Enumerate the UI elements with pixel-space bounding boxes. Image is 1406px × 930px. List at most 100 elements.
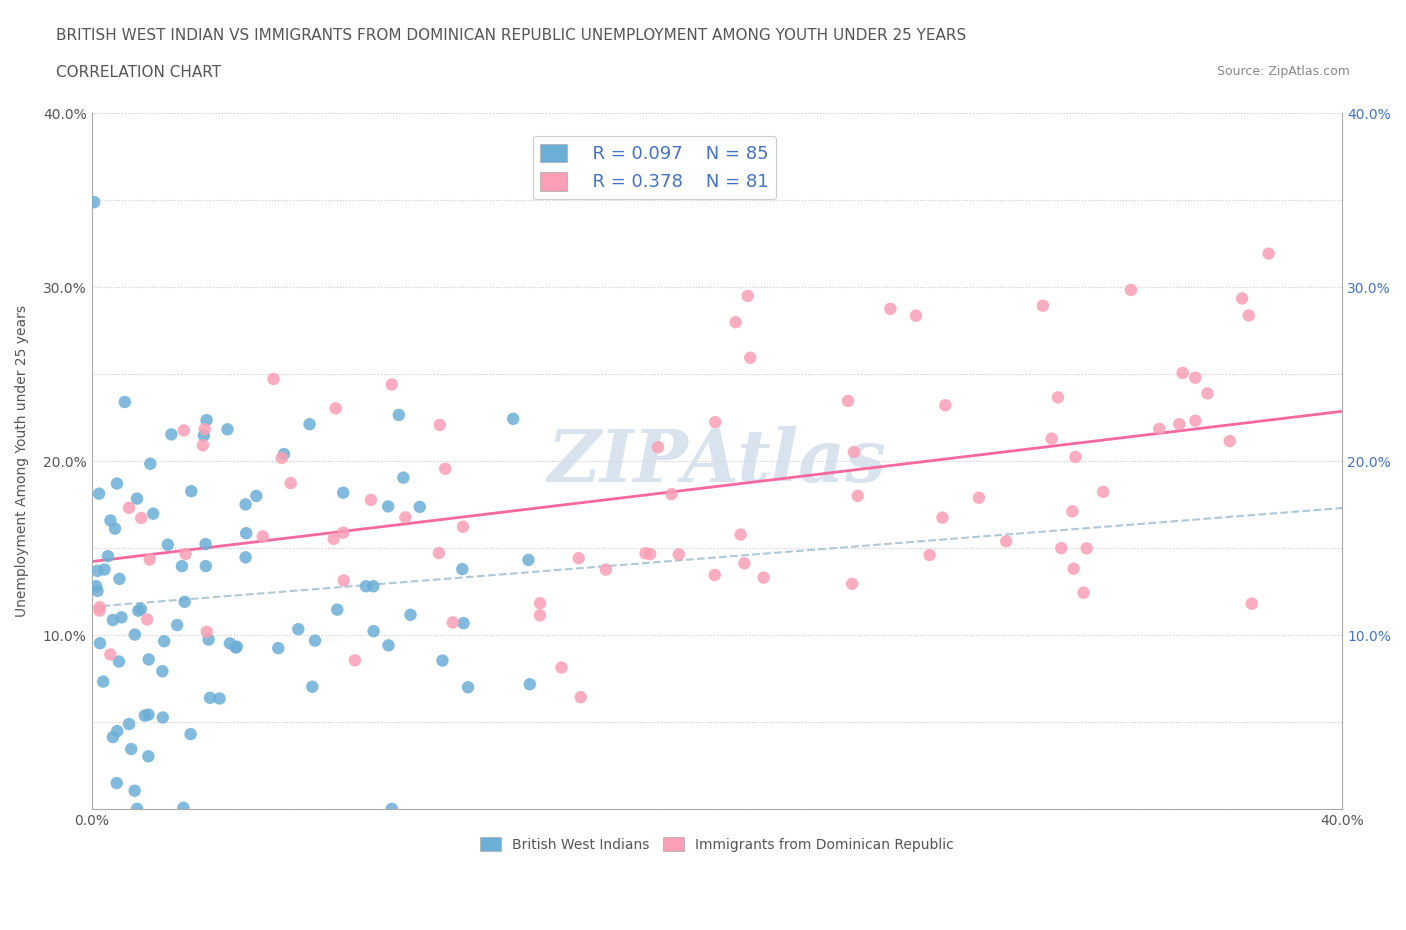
Point <box>208 691 231 706</box>
Point <box>429 418 451 432</box>
Point <box>89 603 111 618</box>
Point <box>740 351 762 365</box>
Point <box>138 552 160 567</box>
Point <box>1076 541 1098 556</box>
Point <box>1184 370 1206 385</box>
Point <box>166 618 188 632</box>
Point <box>434 461 457 476</box>
Legend: British West Indians, Immigrants from Dominican Republic: British West Indians, Immigrants from Do… <box>474 831 959 857</box>
Point <box>194 559 217 574</box>
Point <box>273 446 295 461</box>
Point <box>1184 413 1206 428</box>
Point <box>134 708 156 723</box>
Point <box>354 578 377 593</box>
Point <box>173 423 195 438</box>
Point <box>1032 299 1054 313</box>
Point <box>105 724 128 738</box>
Point <box>918 548 941 563</box>
Point <box>837 393 859 408</box>
Point <box>360 493 382 508</box>
Point <box>105 476 128 491</box>
Point <box>118 500 141 515</box>
Point <box>568 551 591 565</box>
Point <box>217 422 239 437</box>
Point <box>105 776 128 790</box>
Point <box>326 603 349 618</box>
Point <box>110 610 132 625</box>
Point <box>108 571 131 586</box>
Point <box>377 638 399 653</box>
Point <box>298 417 321 432</box>
Point <box>668 547 690 562</box>
Point <box>120 741 142 756</box>
Point <box>453 616 475 631</box>
Point <box>931 511 953 525</box>
Point <box>517 552 540 567</box>
Point <box>733 556 755 571</box>
Point <box>180 726 202 741</box>
Point <box>194 421 217 436</box>
Point <box>529 596 551 611</box>
Point <box>218 636 240 651</box>
Point <box>280 476 302 491</box>
Y-axis label: Unemployment Among Youth under 25 years: Unemployment Among Youth under 25 years <box>15 305 30 618</box>
Point <box>409 499 432 514</box>
Text: ZIPAtlas: ZIPAtlas <box>547 426 886 497</box>
Point <box>138 707 160 722</box>
Point <box>93 562 115 577</box>
Point <box>569 690 592 705</box>
Point <box>842 445 865 459</box>
Point <box>194 537 217 551</box>
Point <box>638 547 661 562</box>
Point <box>343 653 366 668</box>
Point <box>100 647 122 662</box>
Point <box>97 549 120 564</box>
Point <box>129 602 152 617</box>
Point <box>198 690 221 705</box>
Point <box>846 488 869 503</box>
Point <box>287 622 309 637</box>
Point <box>156 538 179 552</box>
Point <box>1171 365 1194 380</box>
Point <box>225 639 247 654</box>
Point <box>89 636 111 651</box>
Point <box>139 457 162 472</box>
Point <box>174 547 197 562</box>
Point <box>737 288 759 303</box>
Point <box>967 490 990 505</box>
Point <box>451 562 474 577</box>
Point <box>1197 386 1219 401</box>
Point <box>83 194 105 209</box>
Point <box>173 594 195 609</box>
Point <box>195 624 218 639</box>
Point <box>129 511 152 525</box>
Point <box>304 633 326 648</box>
Point <box>529 608 551 623</box>
Point <box>170 559 193 574</box>
Point <box>332 573 354 588</box>
Point <box>100 513 122 528</box>
Point <box>392 471 415 485</box>
Point <box>1062 504 1084 519</box>
Point <box>127 604 149 618</box>
Point <box>752 570 775 585</box>
Text: CORRELATION CHART: CORRELATION CHART <box>56 65 221 80</box>
Point <box>191 438 214 453</box>
Point <box>197 632 219 647</box>
Point <box>451 519 474 534</box>
Point <box>89 600 111 615</box>
Point <box>325 401 347 416</box>
Point <box>235 497 257 512</box>
Point <box>1230 291 1253 306</box>
Point <box>432 653 454 668</box>
Point <box>180 484 202 498</box>
Point <box>730 527 752 542</box>
Point <box>1046 390 1069 405</box>
Point <box>595 562 617 577</box>
Point <box>381 377 404 392</box>
Point <box>136 612 159 627</box>
Text: BRITISH WEST INDIAN VS IMMIGRANTS FROM DOMINICAN REPUBLIC UNEMPLOYMENT AMONG YOU: BRITISH WEST INDIAN VS IMMIGRANTS FROM D… <box>56 28 966 43</box>
Point <box>114 394 136 409</box>
Point <box>381 802 404 817</box>
Point <box>118 717 141 732</box>
